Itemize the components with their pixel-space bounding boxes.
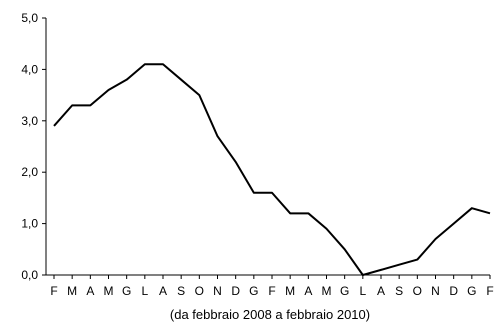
x-tick-label: F bbox=[50, 284, 57, 298]
x-tick-label: G bbox=[249, 284, 258, 298]
x-tick-label: D bbox=[231, 284, 240, 298]
x-tick-label: A bbox=[377, 284, 385, 298]
y-tick-label: 1,0 bbox=[21, 217, 38, 231]
x-tick-label: N bbox=[213, 284, 222, 298]
y-tick-label: 0,0 bbox=[21, 268, 38, 282]
y-tick-label: 3,0 bbox=[21, 114, 38, 128]
x-tick-label: L bbox=[141, 284, 148, 298]
x-tick-label: M bbox=[285, 284, 295, 298]
x-tick-label: G bbox=[340, 284, 349, 298]
series-line bbox=[53, 63, 491, 276]
y-tick-label: 5,0 bbox=[21, 11, 38, 25]
y-tick-label: 2,0 bbox=[21, 165, 38, 179]
y-axis: 0,0 1,0 2,0 3,0 4,0 5,0 bbox=[21, 11, 47, 282]
x-tick-label: G bbox=[122, 284, 131, 298]
series-group bbox=[53, 63, 491, 276]
x-tick-label: A bbox=[86, 284, 94, 298]
x-tick-label: S bbox=[395, 284, 403, 298]
x-tick-label: O bbox=[413, 284, 422, 298]
x-tick-label: F bbox=[486, 284, 493, 298]
x-tick-label: L bbox=[359, 284, 366, 298]
x-axis-caption: (da febbraio 2008 a febbraio 2010) bbox=[170, 307, 370, 322]
x-tick-label: O bbox=[195, 284, 204, 298]
x-tick-label: A bbox=[159, 284, 167, 298]
x-tick-label: F bbox=[268, 284, 275, 298]
y-tick-label: 4,0 bbox=[21, 62, 38, 76]
x-tick-label: G bbox=[467, 284, 476, 298]
x-tick-label: D bbox=[449, 284, 458, 298]
x-tick-label: N bbox=[431, 284, 440, 298]
x-tick-label: A bbox=[304, 284, 312, 298]
x-tick-label: M bbox=[67, 284, 77, 298]
x-tick-label: M bbox=[104, 284, 114, 298]
x-tick-label: M bbox=[322, 284, 332, 298]
x-tick-label: S bbox=[177, 284, 185, 298]
